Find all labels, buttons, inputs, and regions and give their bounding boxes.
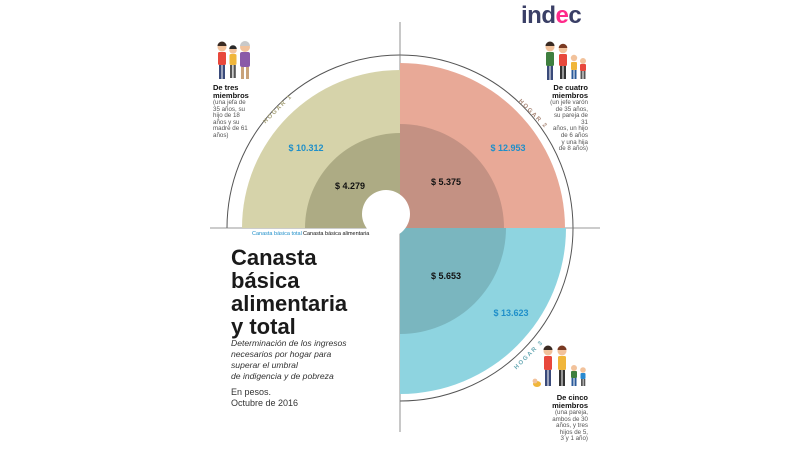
hogar-2-cba-value: $ 5.375	[431, 177, 461, 187]
hogar-1-cba-value: $ 4.279	[335, 181, 365, 191]
hogar-2-label: De cuatro miembros	[552, 83, 588, 100]
hogar-1-cbt-value: $ 10.312	[288, 143, 323, 153]
hogar-1-family-illustration	[217, 41, 250, 79]
center-hole	[362, 190, 410, 238]
legend-total-basket: Canasta básica total	[252, 231, 302, 237]
hogar-3-description: (una pareja, ambos de 30 años, y tres hi…	[552, 409, 588, 443]
hogar-3-label: De cinco miembros	[552, 393, 588, 410]
hogar-2-description: (un jefe varón de 35 años, su pareja de …	[550, 99, 588, 153]
hogar-3-cbt-value: $ 13.623	[493, 308, 528, 318]
hogar-1-label: De tres miembros	[213, 83, 249, 100]
hogar-2-family-illustration	[545, 41, 586, 80]
unit-note: En pesos. Octubre de 2016	[231, 387, 299, 408]
hogar-1-description: (una jefa de 35 años, su hijo de 18 años…	[213, 99, 248, 139]
page-subtitle: Determinación de los ingresos necesarios…	[231, 338, 347, 381]
hogar-3-caption: De cinco miembros (una pareja, ambos de …	[548, 394, 588, 443]
hogar-3-family-illustration	[532, 345, 586, 387]
indec-logo: indec	[521, 2, 582, 29]
hogar-2-caption: De cuatro miembros (un jefe varón de 35 …	[546, 84, 588, 153]
legend-food-basket: Canasta básica alimentaria	[303, 231, 370, 237]
page-title: Canasta básica alimentaria y total	[231, 245, 348, 339]
hogar-3-cba-value: $ 5.653	[431, 271, 461, 281]
hogar-2-cbt-value: $ 12.953	[490, 143, 525, 153]
hogar-1-caption: De tres miembros (una jefa de 35 años, s…	[213, 84, 253, 140]
hogar-2-inner-sector	[400, 124, 504, 228]
hogar-3-inner-sector	[400, 228, 506, 334]
outer-guide-arc	[226, 54, 574, 402]
